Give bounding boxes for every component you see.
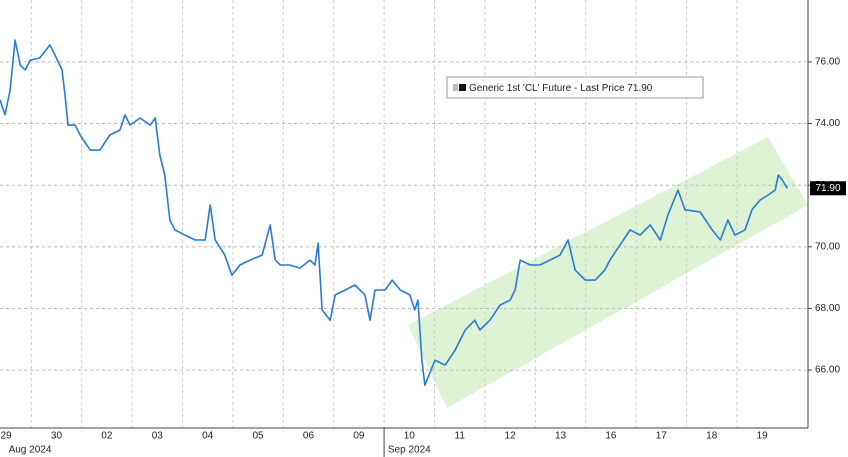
grid — [0, 0, 808, 428]
x-tick-label: 30 — [51, 431, 63, 442]
x-tick-label: 09 — [353, 431, 365, 442]
x-tick-label: 16 — [605, 431, 617, 442]
last-price-tag — [810, 181, 846, 196]
x-tick-label: 13 — [555, 431, 567, 442]
x-tick-label: 11 — [455, 431, 466, 442]
x-tick-label: 19 — [757, 431, 769, 442]
trend-channel — [408, 137, 808, 408]
x-tick-label: 12 — [505, 431, 517, 442]
legend-last: 71.90 — [627, 83, 652, 94]
x-tick-label: 05 — [253, 431, 265, 442]
x-tick-label: 02 — [101, 431, 113, 442]
legend-label: Generic 1st 'CL' Future - Last Price 71.… — [469, 83, 653, 94]
x-tick-label: 10 — [404, 431, 416, 442]
legend-swatch — [453, 84, 458, 91]
x-tick-label: 04 — [202, 431, 214, 442]
y-tick-label: 70.00 — [815, 241, 840, 252]
plot — [0, 39, 788, 386]
x-tick-label: 29 — [0, 431, 12, 442]
x-tick-label: 17 — [656, 431, 668, 442]
x-tick-label: 18 — [706, 431, 718, 442]
month-label: Aug 2024 — [9, 445, 52, 456]
legend-swatch — [459, 84, 466, 91]
x-tick-label: 06 — [303, 431, 315, 442]
last-price-label: 71.90 — [815, 183, 840, 194]
y-tick-label: 76.00 — [815, 57, 840, 68]
legend-box — [446, 76, 704, 99]
y-tick-label: 74.00 — [815, 118, 840, 129]
legend-name: Generic 1st 'CL' Future - Last Price — [469, 83, 625, 94]
month-label: Sep 2024 — [388, 445, 431, 456]
legend: Generic 1st 'CL' Future - Last Price 71.… — [446, 76, 704, 99]
price-line — [0, 39, 788, 386]
y-tick-label: 66.00 — [815, 365, 840, 376]
x-tick-label: 03 — [152, 431, 164, 442]
y-tick-label: 68.00 — [815, 303, 840, 314]
